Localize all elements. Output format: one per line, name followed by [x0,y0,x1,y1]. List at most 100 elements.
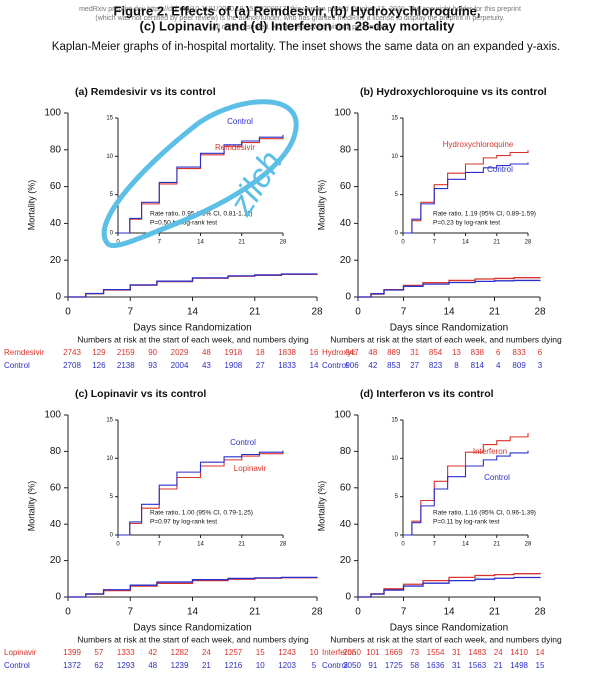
y-axis-label: Mortality (%) [26,180,36,231]
figure-title: (c) Lopinavir, and (d) Interferon on 28-… [140,18,456,33]
risk-cell: 1410 [510,648,528,657]
x-axis-label: Days since Randomization [133,323,251,334]
x-tick-label: 14 [443,607,455,618]
inset-x-tick-label: 0 [401,542,405,548]
risk-cell: 1282 [171,648,189,657]
inset-x-tick-label: 21 [493,542,500,548]
inset-x-tick-label: 28 [280,240,287,246]
inset-note: P=0.97 by log-rank test [150,519,217,526]
inset-x-tick-label: 7 [158,240,162,246]
inset-note: P=0.11 by log-rank test [433,519,500,526]
y-tick-label: 100 [334,108,351,119]
x-tick-label: 7 [127,307,133,318]
y-tick-label: 80 [340,144,352,155]
risk-row-label: Remdesivir [4,348,44,357]
risk-cell: 1293 [117,661,135,670]
risk-table-title: Numbers at risk at the start of each wee… [77,634,309,644]
inset-x-tick-label: 14 [462,240,469,246]
x-tick-label: 7 [127,607,133,618]
series-label: Hydroxychloroquine [443,140,514,149]
risk-cell: 1239 [171,661,189,670]
preprint-note: medRxiv preprint doi: https://doi.org/10… [79,6,521,13]
risk-cell: 24 [202,648,211,657]
risk-cell: 90 [148,348,157,357]
inset-y-tick-label: 10 [391,154,398,160]
inset-y-tick-label: 15 [391,418,398,424]
risk-cell: 42 [368,361,377,370]
y-tick-label: 20 [340,255,352,266]
x-tick-label: 21 [489,307,501,318]
y-tick-label: 60 [50,181,62,192]
x-tick-label: 21 [249,607,261,618]
risk-row-label: Lopinavir [4,648,37,657]
km-curve [118,134,284,234]
inset-y-tick-label: 5 [110,192,114,198]
y-tick-label: 40 [340,519,352,530]
km-curve [68,576,318,598]
risk-cell: 16 [310,348,319,357]
y-tick-label: 80 [50,144,62,155]
y-tick-label: 60 [340,482,352,493]
risk-cell: 853 [387,361,401,370]
x-tick-label: 14 [443,307,455,318]
risk-cell: 906 [345,361,359,370]
inset-x-tick-label: 21 [238,542,245,548]
series-label: Interferon [473,447,507,456]
km-curve [118,136,284,234]
risk-cell: 1669 [385,648,403,657]
risk-row-label: Hydroxyc. [322,348,358,357]
x-tick-label: 28 [311,607,323,618]
figure-title: Figure 2. Effects of (a) Remdesivir, (b)… [114,3,481,18]
risk-cell: 2708 [63,361,81,370]
y-tick-label: 80 [50,446,62,457]
risk-cell: 3 [538,361,543,370]
inset-x-tick-label: 21 [238,240,245,246]
risk-row-label: Control [4,361,30,370]
risk-cell: 91 [368,661,377,670]
y-tick-label: 100 [334,410,351,421]
risk-cell: 1483 [468,648,486,657]
risk-cell: 809 [512,361,526,370]
inset-x-tick-label: 28 [525,542,532,548]
inset-y-tick-label: 0 [395,231,399,237]
risk-cell: 48 [368,348,377,357]
inset-y-tick-label: 10 [106,154,113,160]
risk-cell: 14 [310,361,319,370]
inset-y-tick-label: 0 [110,533,114,539]
x-tick-label: 0 [355,607,361,618]
risk-cell: 42 [148,648,157,657]
risk-cell: 1725 [385,661,403,670]
x-tick-label: 0 [355,307,361,318]
risk-cell: 1203 [278,661,296,670]
risk-cell: 823 [429,361,443,370]
risk-cell: 838 [471,348,485,357]
risk-cell: 14 [536,648,545,657]
y-tick-label: 100 [44,410,61,421]
x-tick-label: 14 [187,307,199,318]
risk-table-title: Numbers at risk at the start of each wee… [330,334,562,344]
x-tick-label: 28 [534,307,546,318]
risk-cell: 5 [312,661,317,670]
series-label: Control [230,438,256,447]
risk-cell: 833 [512,348,526,357]
risk-cell: 6 [538,348,543,357]
x-tick-label: 21 [249,307,261,318]
y-tick-label: 0 [55,592,61,603]
panel-title: (c) Lopinavir vs its control [75,388,206,400]
x-tick-label: 7 [401,307,407,318]
km-curve [118,450,284,536]
panel-title: (a) Remdesivir vs its control [75,86,216,98]
inset-x-tick-label: 14 [462,542,469,548]
risk-cell: 43 [202,361,211,370]
series-label: Remdesivir [215,143,255,152]
y-axis-label: Mortality (%) [316,180,326,231]
risk-cell: 31 [410,348,419,357]
inset-y-tick-label: 0 [395,533,399,539]
inset-x-tick-label: 0 [401,240,405,246]
y-axis-label: Mortality (%) [26,481,36,532]
risk-cell: 1399 [63,648,81,657]
risk-cell: 21 [494,661,503,670]
y-tick-label: 0 [345,292,351,303]
panel-title: (d) Interferon vs its control [360,388,494,400]
y-tick-label: 0 [55,292,61,303]
